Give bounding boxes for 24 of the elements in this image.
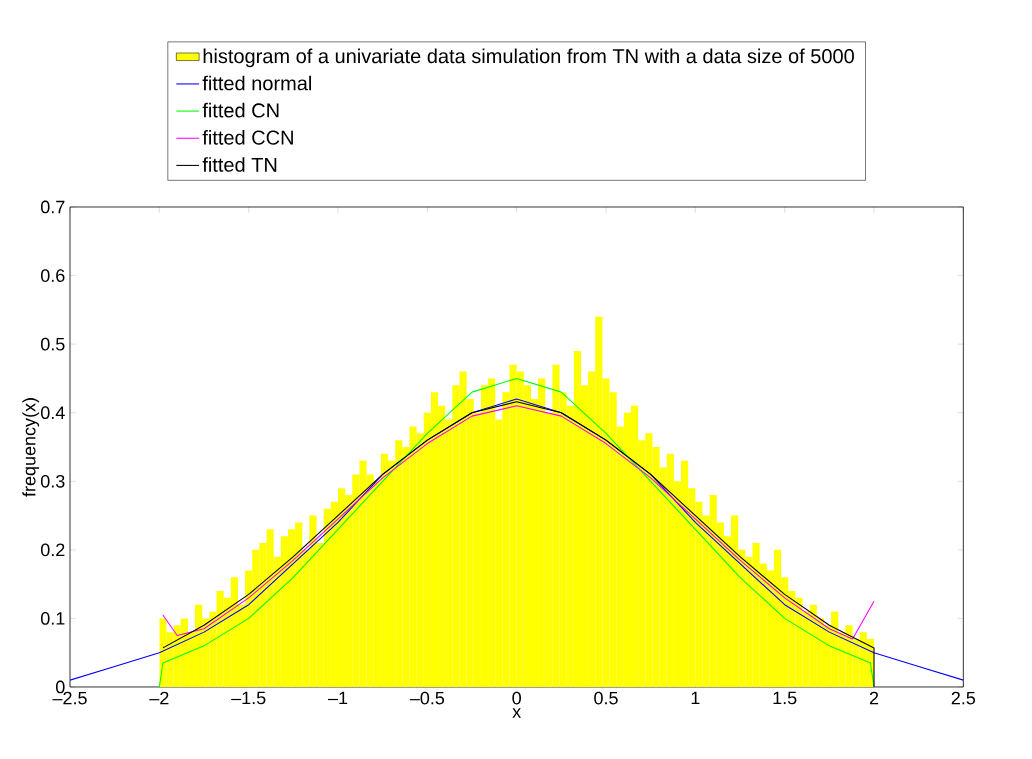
y-tick-label: 0.5	[40, 337, 65, 351]
x-tick-label: 2.5	[951, 691, 976, 705]
x-tick-label: –1.5	[231, 691, 266, 705]
x-tick-label: –1	[327, 691, 348, 705]
x-tick-label: 0	[512, 691, 521, 705]
legend-label: fitted normal	[202, 75, 311, 91]
x-tick-label: 2	[869, 691, 879, 705]
x-tick-label: –2	[149, 691, 169, 705]
y-tick-label: 0.7	[40, 200, 65, 214]
legend-label: fitted CCN	[202, 130, 293, 145]
legend-label: histogram of a univariate data simulation from TN with a data size of 5000	[203, 48, 854, 68]
y-tick-label: 0.4	[40, 406, 65, 420]
y-tick-label: 0.1	[40, 612, 65, 625]
x-tick-label: 1.5	[773, 691, 797, 705]
x-tick-label: 1	[691, 691, 700, 705]
legend-label: fitted TN	[202, 157, 277, 172]
x-tick-label: 0.5	[594, 691, 618, 705]
y-axis-title: frequency(x)	[22, 398, 40, 497]
y-tick-label: 0.6	[40, 269, 65, 282]
x-axis-title: x	[512, 708, 521, 718]
x-tick-label: –0.5	[409, 691, 445, 705]
y-tick-label: 0.3	[40, 474, 65, 488]
y-tick-label: 0.2	[40, 543, 65, 557]
legend-label: fitted CN	[202, 102, 279, 118]
